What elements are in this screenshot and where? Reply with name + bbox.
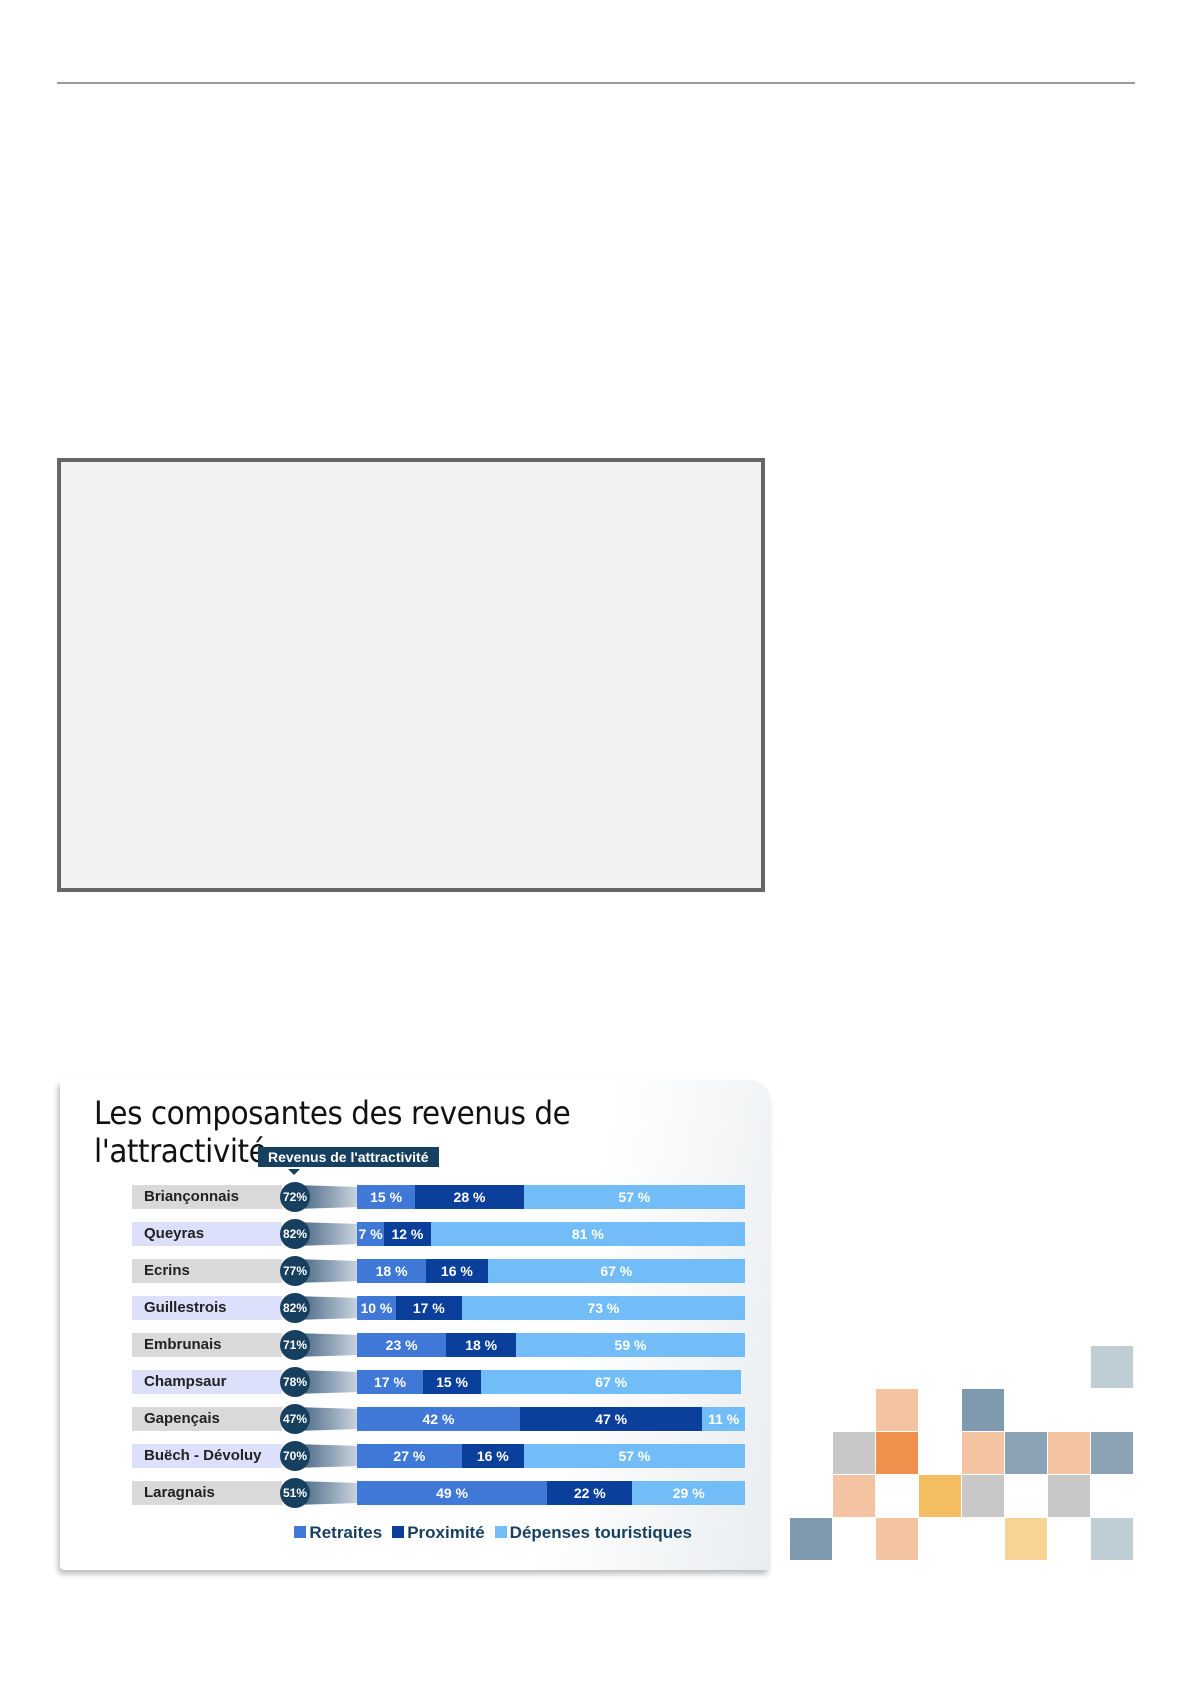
attractivite-badge: Revenus de l'attractivité xyxy=(258,1147,439,1175)
bar-segment-retraites: 7 % xyxy=(357,1222,385,1246)
bar-segment-proximit-: 15 % xyxy=(422,1370,482,1394)
decor-square xyxy=(962,1389,1004,1431)
bar-segment-d-penses-touristiques: 67 % xyxy=(487,1259,745,1283)
bar-segment-proximit-: 28 % xyxy=(415,1185,524,1209)
bar-segment-retraites: 17 % xyxy=(357,1370,423,1394)
decor-square xyxy=(876,1389,918,1431)
decor-square xyxy=(962,1475,1004,1517)
legend-item: Dépenses touristiques xyxy=(494,1523,692,1543)
bar-segment-d-penses-touristiques: 67 % xyxy=(481,1370,742,1394)
bar-segment-proximit-: 17 % xyxy=(395,1296,462,1320)
bar-segment-retraites: 23 % xyxy=(357,1333,447,1357)
decor-square xyxy=(833,1475,875,1517)
bar-segment-d-penses-touristiques: 59 % xyxy=(516,1333,745,1357)
category-label: Briançonnais xyxy=(132,1185,282,1209)
bar-segment-proximit-: 16 % xyxy=(461,1444,524,1468)
attractivite-value: 77% xyxy=(280,1256,310,1286)
legend-label: Retraites xyxy=(309,1523,383,1542)
decor-square xyxy=(962,1432,1004,1474)
empty-text-box xyxy=(57,458,765,892)
bar-segment-retraites: 10 % xyxy=(357,1296,396,1320)
bar-segment-d-penses-touristiques: 57 % xyxy=(523,1185,745,1209)
bar-row: Briançonnais 72% 15 % 28 % 57 % xyxy=(132,1182,752,1212)
category-label: Ecrins xyxy=(132,1259,282,1283)
bar-row: Champsaur 78% 17 % 15 % 67 % xyxy=(132,1367,752,1397)
bar-segment-d-penses-touristiques: 73 % xyxy=(461,1296,745,1320)
bar-segment-retraites: 18 % xyxy=(357,1259,427,1283)
category-label: Guillestrois xyxy=(132,1296,282,1320)
bar-segment-retraites: 49 % xyxy=(357,1481,548,1505)
legend-swatch xyxy=(294,1526,307,1538)
decor-square xyxy=(876,1432,918,1474)
legend-item: Retraites xyxy=(294,1523,382,1543)
bar-segment-d-penses-touristiques: 29 % xyxy=(632,1481,745,1505)
bar-segment-d-penses-touristiques: 57 % xyxy=(523,1444,745,1468)
bar-row: Laragnais 51% 49 % 22 % 29 % xyxy=(132,1478,752,1508)
legend-swatch xyxy=(392,1526,405,1538)
category-label: Queyras xyxy=(132,1222,282,1246)
bar-row: Embrunais 71% 23 % 18 % 59 % xyxy=(132,1330,752,1360)
legend-label: Proximité xyxy=(407,1523,485,1542)
header-rule xyxy=(57,82,1135,84)
attractivite-value: 47% xyxy=(280,1404,310,1434)
category-label: Champsaur xyxy=(132,1370,282,1394)
bar-row: Guillestrois 82% 10 % 17 % 73 % xyxy=(132,1293,752,1323)
attractivite-chart: Les composantes des revenus de l'attract… xyxy=(60,1080,770,1570)
attractivite-value: 70% xyxy=(280,1441,310,1471)
decor-square xyxy=(1048,1432,1090,1474)
bar-row: Buëch - Dévoluy 70% 27 % 16 % 57 % xyxy=(132,1441,752,1471)
decor-square xyxy=(919,1475,961,1517)
decor-square xyxy=(790,1518,832,1560)
decor-square xyxy=(1048,1475,1090,1517)
legend-swatch xyxy=(494,1526,507,1538)
legend-label: Dépenses touristiques xyxy=(509,1523,692,1542)
bar-segment-retraites: 15 % xyxy=(357,1185,416,1209)
legend-item: Proximité xyxy=(392,1523,485,1543)
decor-square xyxy=(1005,1518,1047,1560)
attractivite-value: 78% xyxy=(280,1367,310,1397)
decor-square xyxy=(833,1432,875,1474)
legend: Retraites Proximité Dépenses touristiques xyxy=(294,1523,692,1543)
attractivite-value: 82% xyxy=(280,1219,310,1249)
bar-row: Gapençais 47% 42 % 47 % 11 % xyxy=(132,1404,752,1434)
decor-square xyxy=(1091,1432,1133,1474)
bar-segment-retraites: 27 % xyxy=(357,1444,462,1468)
decor-square xyxy=(1005,1432,1047,1474)
bar-segment-proximit-: 47 % xyxy=(519,1407,703,1431)
attractivite-value: 71% xyxy=(280,1330,310,1360)
bar-segment-d-penses-touristiques: 81 % xyxy=(430,1222,745,1246)
bar-segment-proximit-: 12 % xyxy=(384,1222,431,1246)
category-label: Embrunais xyxy=(132,1333,282,1357)
category-label: Buëch - Dévoluy xyxy=(132,1444,282,1468)
attractivite-value: 51% xyxy=(280,1478,310,1508)
bar-row: Queyras 82% 7 % 12 % 81 % xyxy=(132,1219,752,1249)
bar-segment-proximit-: 18 % xyxy=(446,1333,517,1357)
bar-segment-proximit-: 16 % xyxy=(426,1259,488,1283)
chart-title: Les composantes des revenus de l'attract… xyxy=(94,1094,571,1170)
bar-segment-proximit-: 22 % xyxy=(547,1481,633,1505)
attractivite-value: 72% xyxy=(280,1182,310,1212)
decor-square xyxy=(876,1518,918,1560)
decor-square xyxy=(1091,1346,1133,1388)
bar-row: Ecrins 77% 18 % 16 % 67 % xyxy=(132,1256,752,1286)
bar-segment-d-penses-touristiques: 11 % xyxy=(702,1407,745,1431)
category-label: Gapençais xyxy=(132,1407,282,1431)
attractivite-value: 82% xyxy=(280,1293,310,1323)
category-label: Laragnais xyxy=(132,1481,282,1505)
decor-square xyxy=(1091,1518,1133,1560)
bar-segment-retraites: 42 % xyxy=(357,1407,520,1431)
